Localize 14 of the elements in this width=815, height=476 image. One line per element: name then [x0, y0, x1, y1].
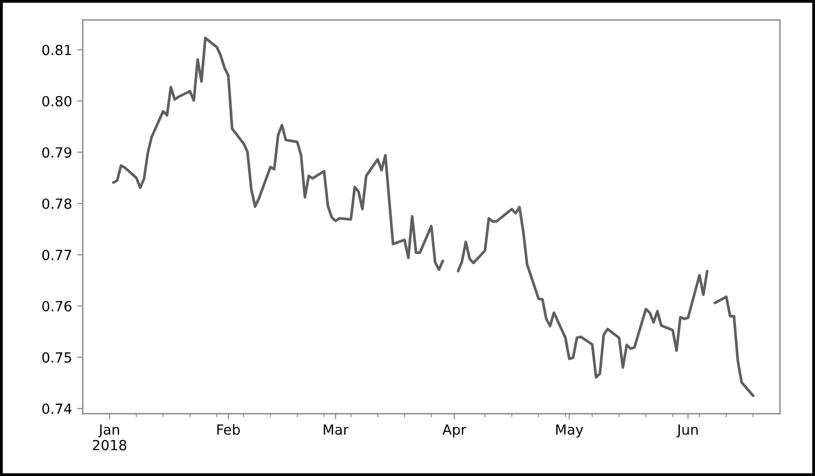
x-tick-label: Mar: [324, 424, 349, 435]
y-tick-label: 0.76: [42, 300, 72, 312]
y-tick-label: 0.80: [42, 96, 72, 106]
y-tick-label: 0.77: [42, 250, 72, 260]
x-tick-label: Jun: [676, 424, 698, 438]
y-tick-label: 0.81: [42, 44, 72, 56]
x-tick-label: May: [556, 424, 584, 438]
y-tick-label: 0.79: [42, 147, 72, 158]
x-tick-label: Feb: [217, 424, 240, 435]
y-tick-label: 0.78: [42, 198, 72, 209]
y-tick-label: 0.74: [42, 403, 72, 414]
x-tick-label: Jan 2018: [92, 424, 126, 450]
y-tick-label: 0.75: [42, 352, 72, 363]
x-tick-label: Apr: [442, 424, 466, 438]
